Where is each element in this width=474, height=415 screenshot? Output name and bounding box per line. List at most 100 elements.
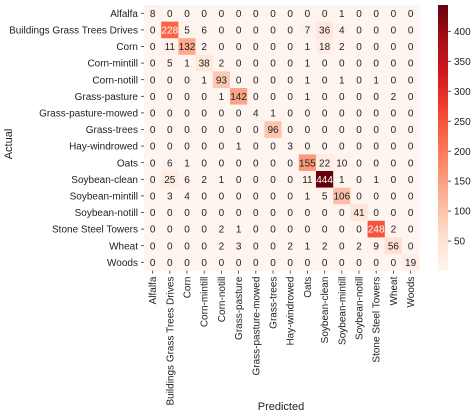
cell-value-label: 0 [167,225,173,236]
heatmap-cell [212,204,231,222]
cell-value-label: 0 [270,258,276,269]
heatmap-cell [144,137,162,155]
heatmap-cell [161,204,179,222]
heatmap-cell [333,121,351,139]
heatmap-cell [195,104,214,122]
cell-value-label: 11 [302,175,313,186]
heatmap-cell [161,237,179,255]
cell-value-label: 0 [184,125,190,136]
heatmap-cell [195,171,214,188]
cell-value-label: 0 [184,208,190,219]
heatmap-cell [333,5,351,22]
heatmap-cells: 8 0 0 0 0 0 0 0 0 0 0 1 0 0 0 00 228 5 6 0 0 0 0 0 7 36 4 0 0 0 00 11 13… [144,5,420,271]
heatmap-cell [161,38,179,56]
column-tick-label: Corn-mintill [200,277,211,328]
heatmap-cell [316,21,334,39]
cell-value-label: 0 [253,42,259,53]
cell-value-label: 0 [219,158,225,169]
cell-value-label: 0 [184,92,190,103]
cell-value-label: 0 [184,109,190,120]
heatmap-cell [350,21,368,39]
cell-value-label: 1 [201,75,207,86]
heatmap-cell [264,21,282,39]
column-tick-label: Grass-pasture [234,276,245,340]
cell-value-label: 0 [373,109,379,120]
heatmap-cell [316,38,334,56]
heatmap-cell [316,171,334,188]
heatmap-cell [212,88,231,105]
cell-value-label: 0 [356,109,362,120]
heatmap-cell [367,38,386,56]
cell-value-label: 0 [253,258,259,269]
cell-value-label: 3 [236,241,242,252]
heatmap-cell [264,5,282,22]
cell-value-label: 1 [184,158,190,169]
cell-value-label: 0 [236,208,242,219]
cell-value-label: 6 [167,158,173,169]
cell-value-label: 0 [356,125,362,136]
heatmap-cell [144,154,162,172]
heatmap-cell [264,154,282,172]
row-tick-label: Buildings Grass Trees Drives [9,26,138,37]
heatmap-cell [281,71,300,89]
cell-value-label: 132 [179,42,196,53]
heatmap-cell [384,104,403,122]
heatmap-cell [281,154,300,172]
heatmap-cell [350,88,368,105]
heatmap-cell [144,171,162,188]
cell-value-label: 0 [408,92,414,103]
cell-value-label: 1 [305,241,311,252]
heatmap-cell [264,88,282,105]
row-tick-label: Corn [116,42,138,53]
cell-value-label: 0 [305,225,311,236]
heatmap-cell [178,137,196,155]
cell-value-label: 0 [150,26,156,37]
cell-value-label: 0 [305,125,311,136]
cell-value-label: 0 [219,9,225,20]
cell-value-label: 0 [391,9,397,20]
cell-value-label: 19 [405,258,417,269]
cell-value-label: 0 [184,142,190,153]
heatmap-cell [316,137,334,155]
heatmap-cell [367,171,386,188]
cell-value-label: 0 [287,92,293,103]
heatmap-cell [178,187,196,205]
cell-value-label: 0 [219,26,225,37]
cell-value-label: 228 [161,26,178,37]
heatmap-cell [402,71,420,89]
heatmap-cell [333,154,351,172]
heatmap-cell [247,204,265,222]
heatmap-cell [247,54,265,72]
cell-value-label: 6 [201,26,207,37]
heatmap-cell [195,38,214,56]
cell-value-label: 0 [201,258,207,269]
heatmap-cell [316,254,334,271]
cell-value-label: 0 [201,158,207,169]
heatmap-cell [144,121,162,139]
cell-value-label: 0 [339,92,345,103]
heatmap-cell [195,71,214,89]
heatmap-cell [402,171,420,188]
heatmap-cell [195,204,214,222]
cell-value-label: 0 [201,192,207,203]
heatmap-cell [247,154,265,172]
heatmap-cell [316,204,334,222]
cell-value-label: 25 [164,175,176,186]
row-tick-label: Soybean-clean [71,175,138,186]
column-tick-label: Oats [303,277,314,298]
cell-value-label: 1 [305,42,311,53]
cell-value-label: 0 [270,142,276,153]
row-tick-label: Grass-pasture-mowed [39,109,138,120]
heatmap-cell [367,104,386,122]
cell-value-label: 5 [184,26,190,37]
cell-value-label: 0 [322,59,328,70]
heatmap-cell [161,71,179,89]
cell-value-label: 11 [165,42,176,53]
heatmap-cell [264,171,282,188]
column-labels: Alfalfa Buildings Grass Trees Drives Corn C… [148,270,417,406]
heatmap-cell [384,121,403,139]
cell-value-label: 0 [236,42,242,53]
cell-value-label: 56 [388,241,400,252]
heatmap-cell [212,54,231,72]
heatmap-cell [195,21,214,39]
